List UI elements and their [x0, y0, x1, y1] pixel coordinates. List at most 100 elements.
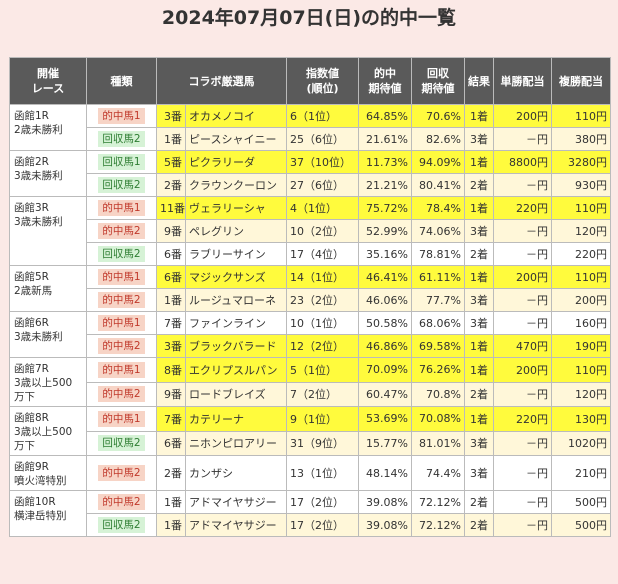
horse-name[interactable]: ラブリーサイン	[185, 242, 287, 266]
return-expectation: 70.08%	[411, 406, 465, 432]
type-badge: 的中馬1	[98, 410, 145, 427]
hit-expectation: 35.16%	[358, 242, 412, 266]
header-win: 単勝配当	[493, 57, 552, 105]
type-badge: 回収馬2	[98, 131, 145, 147]
place-payout: 110円	[551, 196, 611, 220]
win-payout: －円	[493, 173, 552, 197]
index-value: 17（2位）	[286, 513, 359, 537]
result: 3着	[464, 219, 494, 243]
horse-name[interactable]: マジックサンズ	[185, 265, 287, 289]
horse-name[interactable]: ロードブレイズ	[185, 381, 287, 407]
result: 3着	[464, 127, 494, 151]
page-title: 2024年07月07日(日)の的中一覧	[161, 7, 457, 29]
header-row: 開催 レース 種類 コラボ厳選馬 指数値 (順位) 的中 期待値 回収 期待値 結果 単…	[9, 57, 611, 105]
result: 2着	[464, 173, 494, 197]
horse-number: 6番	[156, 430, 186, 456]
win-payout: 220円	[493, 406, 552, 432]
race-cell: 函館2R 3歳未勝利	[9, 150, 87, 197]
race-cell: 函館3R 3歳未勝利	[9, 196, 87, 266]
index-value: 17（2位）	[286, 490, 359, 514]
table-row: 回収馬2 1番 アドマイヤサジー 17（2位） 39.08% 72.12% 2着 －円 500円	[10, 513, 611, 537]
return-expectation: 77.7%	[411, 288, 465, 312]
place-payout: 130円	[551, 406, 611, 432]
hit-expectation: 21.61%	[358, 127, 412, 151]
horse-number: 3番	[156, 334, 186, 358]
return-expectation: 82.6%	[411, 127, 465, 151]
horse-number: 1番	[156, 513, 186, 537]
horse-name[interactable]: ピクラリーダ	[185, 150, 287, 174]
horse-number: 7番	[156, 311, 186, 335]
race-cell: 函館9R 噴火湾特別	[9, 455, 87, 491]
type-cell: 的中馬2	[86, 381, 157, 407]
table-row: 函館10R 横津岳特別 的中馬2 1番 アドマイヤサジー 17（2位） 39.08% 72.1…	[9, 490, 611, 537]
return-expectation: 78.4%	[411, 196, 465, 220]
result: 1着	[464, 265, 494, 289]
horse-name[interactable]: クラウンクーロン	[185, 173, 287, 197]
horse-name[interactable]: オカメノコイ	[185, 104, 287, 128]
return-expectation: 80.41%	[411, 173, 465, 197]
horse-name[interactable]: ニホンピロアリー	[185, 430, 287, 456]
place-payout: 500円	[551, 490, 611, 514]
place-payout: 380円	[551, 127, 611, 151]
horse-name[interactable]: エクリプスルパン	[185, 357, 287, 383]
table-row: 函館9R 噴火湾特別 的中馬2 2番 カンザシ 13（1位） 48.14% 74.4% 3着 －円…	[9, 455, 611, 491]
win-payout: 200円	[493, 265, 552, 289]
return-expectation: 74.4%	[411, 455, 465, 491]
horse-name[interactable]: アドマイヤサジー	[185, 513, 287, 537]
result: 1着	[464, 150, 494, 174]
horse-name[interactable]: ファインライン	[185, 311, 287, 335]
win-payout: －円	[493, 513, 552, 537]
type-cell: 的中馬1	[86, 406, 157, 432]
win-payout: 470円	[493, 334, 552, 358]
type-cell: 的中馬1	[86, 104, 157, 128]
horse-name[interactable]: アドマイヤサジー	[185, 490, 287, 514]
return-expectation: 70.6%	[411, 104, 465, 128]
race-cell: 函館1R 2歳未勝利	[9, 104, 87, 151]
race-cell: 函館10R 横津岳特別	[9, 490, 87, 537]
table-row: 函館5R 2歳新馬 的中馬1 6番 マジックサンズ 14（1位） 46.41% 61.11% 1…	[9, 265, 611, 312]
type-badge: 的中馬1	[98, 108, 145, 124]
win-payout: －円	[493, 311, 552, 335]
horse-name[interactable]: カンザシ	[185, 455, 287, 491]
place-payout: 110円	[551, 357, 611, 383]
horse-number: 2番	[156, 455, 186, 491]
horse-number: 6番	[156, 265, 186, 289]
horse-number: 5番	[156, 150, 186, 174]
horse-name[interactable]: ピースシャイニー	[185, 127, 287, 151]
place-payout: 3280円	[551, 150, 611, 174]
type-badge: 回収馬2	[98, 435, 145, 452]
hit-expectation: 52.99%	[358, 219, 412, 243]
win-payout: －円	[493, 242, 552, 266]
place-payout: 210円	[551, 455, 611, 491]
type-badge: 的中馬2	[98, 338, 145, 354]
race-cell: 函館5R 2歳新馬	[9, 265, 87, 312]
horse-number: 9番	[156, 381, 186, 407]
place-payout: 220円	[551, 242, 611, 266]
race-cell: 函館6R 3歳未勝利	[9, 311, 87, 358]
header-hit-exp: 的中 期待値	[358, 57, 412, 105]
horse-name[interactable]: ペレグリン	[185, 219, 287, 243]
type-cell: 回収馬2	[86, 242, 157, 266]
race-cell: 函館8R 3歳以上500 万下	[9, 406, 87, 456]
type-cell: 的中馬2	[86, 288, 157, 312]
table-row: 函館1R 2歳未勝利 的中馬1 3番 オカメノコイ 6（1位） 64.85% 70.6% 1着 2…	[9, 104, 611, 151]
index-value: 12（2位）	[286, 334, 359, 358]
result: 2着	[464, 242, 494, 266]
type-badge: 的中馬2	[98, 494, 145, 510]
horse-name[interactable]: ヴェラリーシャ	[185, 196, 287, 220]
type-cell: 的中馬2	[86, 219, 157, 243]
index-value: 7（2位）	[286, 381, 359, 407]
result: 1着	[464, 334, 494, 358]
horse-name[interactable]: カテリーナ	[185, 406, 287, 432]
return-expectation: 78.81%	[411, 242, 465, 266]
horse-name[interactable]: ブラックバラード	[185, 334, 287, 358]
horse-name[interactable]: ルージュマローネ	[185, 288, 287, 312]
table-row: 回収馬2 2番 クラウンクーロン 27（6位） 21.21% 80.41% 2着 －円 930円	[10, 173, 611, 197]
table-row: 函館7R 3歳以上500 万下 的中馬1 8番 エクリプスルパン 5（1位） 70.09% 76…	[9, 357, 611, 407]
horse-number: 6番	[156, 242, 186, 266]
return-expectation: 70.8%	[411, 381, 465, 407]
win-payout: 8800円	[493, 150, 552, 174]
return-expectation: 72.12%	[411, 490, 465, 514]
horse-number: 1番	[156, 490, 186, 514]
hit-expectation: 15.77%	[358, 430, 412, 456]
